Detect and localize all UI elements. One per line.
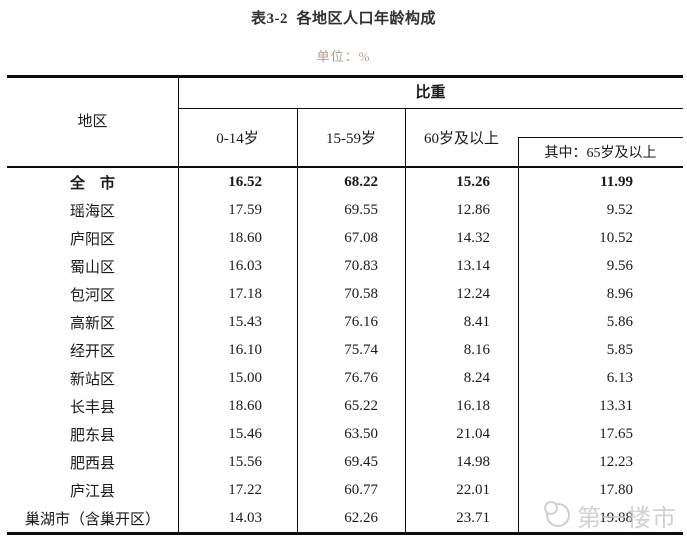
column-divider-2	[297, 108, 298, 532]
value-cell: 70.83	[344, 257, 378, 274]
region-name: 包河区	[69, 287, 115, 304]
column-header-age-0-14: 0-14岁	[216, 130, 259, 147]
value-cell: 75.74	[344, 341, 378, 358]
value-cell: 14.32	[456, 229, 490, 246]
table-row: 长丰县 18.60 65.22 16.18 13.31	[7, 392, 683, 420]
group-header-proportion: 比重	[415, 85, 446, 101]
column-divider-1	[178, 75, 179, 532]
value-cell: 14.98	[456, 453, 490, 470]
value-cell: 8.16	[463, 341, 490, 358]
value-cell: 15.43	[228, 313, 262, 330]
table-row: 全 市 16.52 68.22 15.26 11.99	[7, 168, 683, 196]
table-row: 瑶海区 17.59 69.55 12.86 9.52	[7, 196, 683, 224]
value-cell: 65.22	[344, 397, 378, 414]
column-header-age-60-plus: 60岁及以上	[423, 130, 499, 147]
value-cell: 14.03	[228, 509, 262, 526]
value-cell: 18.60	[228, 229, 262, 246]
region-name: 肥东县	[69, 427, 115, 444]
value-cell: 10.52	[599, 229, 633, 246]
value-cell: 62.26	[344, 509, 378, 526]
table-row: 蜀山区 16.03 70.83 13.14 9.56	[7, 252, 683, 280]
region-name: 新站区	[69, 371, 115, 388]
value-cell: 12.23	[599, 453, 633, 470]
region-name: 肥西县	[69, 455, 115, 472]
table-row: 肥西县 15.56 69.45 14.98 12.23	[7, 448, 683, 476]
value-cell: 17.22	[228, 481, 262, 498]
value-cell: 76.76	[344, 369, 378, 386]
value-cell: 17.80	[599, 481, 633, 498]
value-cell: 5.86	[606, 313, 633, 330]
value-cell: 6.13	[606, 369, 633, 386]
unit-label: 单位：%	[316, 49, 371, 64]
value-cell: 5.85	[606, 341, 633, 358]
value-cell: 23.71	[456, 509, 490, 526]
value-cell: 8.24	[463, 369, 490, 386]
value-cell: 63.50	[344, 425, 378, 442]
table-body: 全 市 16.52 68.22 15.26 11.99 瑶海区 17.59 69.55 12.8…	[7, 168, 683, 532]
column-divider-4	[518, 137, 519, 532]
value-cell: 22.01	[456, 481, 490, 498]
table-bottom-border	[7, 532, 683, 535]
value-cell: 15.26	[456, 173, 490, 190]
value-cell: 19.88	[599, 509, 633, 526]
value-cell: 60.77	[344, 481, 378, 498]
value-cell: 9.56	[606, 257, 633, 274]
value-cell: 69.45	[344, 453, 378, 470]
value-cell: 76.16	[344, 313, 378, 330]
table-row: 包河区 17.18 70.58 12.24 8.96	[7, 280, 683, 308]
value-cell: 16.52	[228, 173, 262, 190]
value-cell: 13.31	[599, 397, 633, 414]
value-cell: 12.86	[456, 201, 490, 218]
value-cell: 13.14	[456, 257, 490, 274]
header-bottom-divider	[7, 166, 683, 168]
value-cell: 15.46	[228, 425, 262, 442]
table-top-border	[7, 75, 683, 78]
table-row: 庐阳区 18.60 67.08 14.32 10.52	[7, 224, 683, 252]
value-cell: 9.52	[606, 201, 633, 218]
region-name: 巢湖市（含巢开区）	[24, 511, 160, 528]
table-row: 肥东县 15.46 63.50 21.04 17.65	[7, 420, 683, 448]
column-header-age-15-59: 15-59岁	[326, 130, 376, 147]
table-row: 巢湖市（含巢开区） 14.03 62.26 23.71 19.88	[7, 504, 683, 532]
value-cell: 17.59	[228, 201, 262, 218]
region-name: 庐江县	[69, 483, 115, 500]
region-name: 长丰县	[69, 399, 115, 416]
population-age-table: 地区 比重 0-14岁 15-59岁 60岁及以上 其中：65岁及以上 全 市 1…	[7, 75, 683, 535]
region-name: 瑶海区	[69, 203, 115, 220]
value-cell: 8.41	[463, 313, 490, 330]
value-cell: 67.08	[344, 229, 378, 246]
value-cell: 16.03	[228, 257, 262, 274]
value-cell: 69.55	[344, 201, 378, 218]
region-name: 全 市	[69, 175, 115, 192]
value-cell: 12.24	[456, 285, 490, 302]
value-cell: 15.56	[228, 453, 262, 470]
corner-header-region: 地区	[77, 114, 108, 130]
region-name: 经开区	[69, 343, 115, 360]
table-title: 表3-2 各地区人口年龄构成	[251, 11, 436, 27]
value-cell: 15.00	[228, 369, 262, 386]
value-cell: 21.04	[456, 425, 490, 442]
value-cell: 17.65	[599, 425, 633, 442]
region-name: 蜀山区	[69, 259, 115, 276]
value-cell: 17.18	[228, 285, 262, 302]
table-row: 庐江县 17.22 60.77 22.01 17.80	[7, 476, 683, 504]
table-row: 新站区 15.00 76.76 8.24 6.13	[7, 364, 683, 392]
region-name: 高新区	[69, 315, 115, 332]
value-cell: 16.10	[228, 341, 262, 358]
column-divider-3	[405, 108, 406, 532]
region-name: 庐阳区	[69, 231, 115, 248]
table-row: 经开区 16.10 75.74 8.16 5.85	[7, 336, 683, 364]
column-header-age-65-plus: 其中：65岁及以上	[544, 145, 657, 161]
table-row: 高新区 15.43 76.16 8.41 5.86	[7, 308, 683, 336]
subitem-box-top-border	[518, 137, 683, 138]
group-header-divider	[178, 108, 683, 109]
value-cell: 11.99	[600, 173, 633, 190]
value-cell: 70.58	[344, 285, 378, 302]
value-cell: 18.60	[228, 397, 262, 414]
value-cell: 8.96	[606, 285, 633, 302]
value-cell: 68.22	[344, 173, 378, 190]
value-cell: 16.18	[456, 397, 490, 414]
